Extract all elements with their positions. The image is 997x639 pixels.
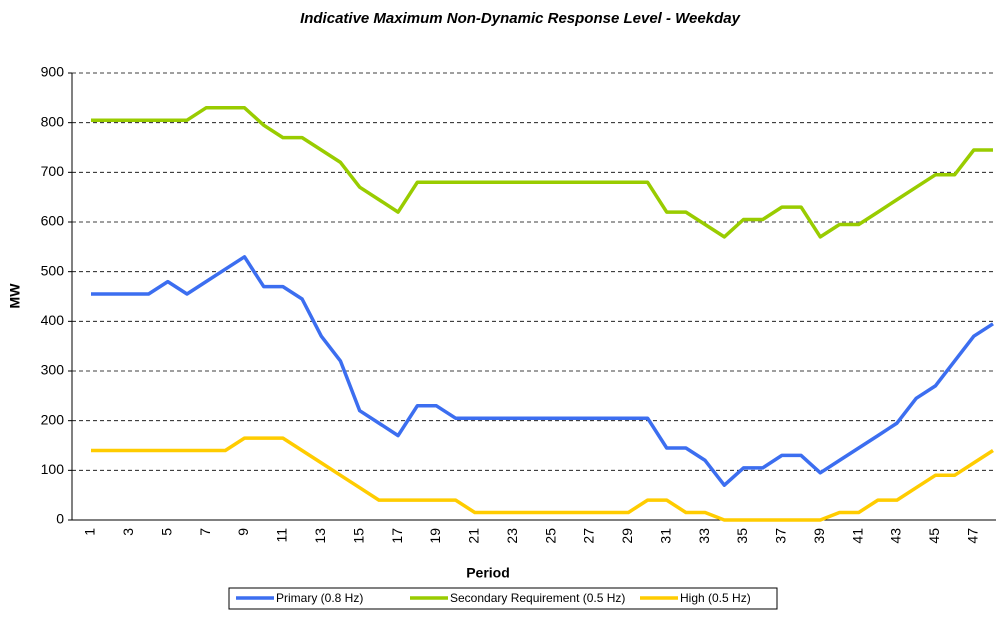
x-tick-label: 17 [389,528,405,544]
x-tick-label: 27 [581,528,597,544]
x-tick-label: 1 [82,528,98,536]
x-tick-label: 39 [811,528,827,544]
x-tick-label: 11 [274,528,290,543]
x-tick-label: 37 [773,528,789,544]
chart-title: Indicative Maximum Non-Dynamic Response … [300,10,741,27]
x-tick-label: 19 [427,528,443,544]
y-tick-label: 500 [41,262,65,278]
y-tick-label: 300 [41,362,65,378]
x-tick-label: 5 [158,528,174,536]
x-tick-label: 35 [734,528,750,544]
legend-label: Secondary Requirement (0.5 Hz) [450,591,625,605]
y-axis-label: MW [7,283,23,309]
x-tick-label: 15 [350,528,366,544]
x-tick-label: 9 [235,528,251,536]
y-tick-label: 200 [41,411,65,427]
series-line [91,255,994,487]
x-tick-label: 13 [312,528,328,544]
y-tick-label: 100 [41,461,65,477]
x-tick-label: 25 [542,528,558,544]
series-line [91,436,994,522]
x-tick-label: 45 [926,528,942,544]
legend-label: High (0.5 Hz) [680,591,751,605]
y-tick-label: 400 [41,312,65,328]
y-tick-label: 700 [41,163,65,179]
x-tick-label: 23 [504,528,520,544]
x-tick-label: 3 [120,528,136,536]
x-tick-label: 29 [619,528,635,544]
x-tick-label: 31 [657,528,673,544]
x-tick-label: 21 [466,528,482,544]
y-tick-label: 900 [41,64,65,80]
series-line [91,106,993,239]
x-tick-label: 47 [965,528,981,544]
y-tick-label: 600 [41,213,65,229]
legend-label: Primary (0.8 Hz) [276,591,363,605]
x-tick-label: 43 [888,528,904,544]
x-tick-label: 41 [849,528,865,544]
y-tick-label: 0 [56,511,64,527]
legend-box [228,587,778,610]
x-tick-label: 33 [696,528,712,544]
x-axis-label: Period [466,565,510,581]
y-tick-label: 800 [41,113,65,129]
x-tick-label: 7 [197,528,213,536]
